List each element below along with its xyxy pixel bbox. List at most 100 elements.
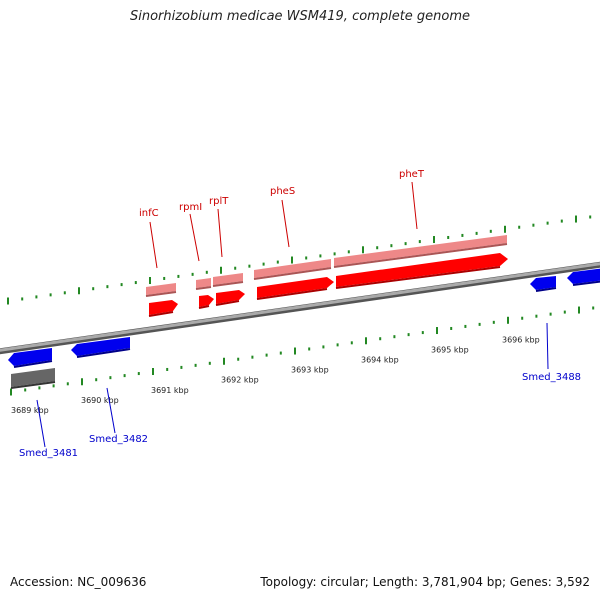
reverse-tick [436,327,438,335]
forward-tick [205,270,208,274]
forward-tick [447,235,450,239]
reverse-tick [492,320,495,324]
tick-label: 3695 kbp [431,345,469,354]
forward-tick [120,283,123,287]
forward-tick [433,236,435,244]
reverse-tick [24,388,27,392]
forward-tick [418,240,421,244]
forward-tick [532,223,535,227]
gene-bar-pheT[interactable] [334,235,507,266]
reverse-tick [322,345,325,349]
forward-tick [475,231,478,235]
genome-axis [0,261,600,355]
forward-tick [7,297,9,305]
forward-tick [362,246,364,254]
forward-tick [262,262,265,266]
forward-tick [63,291,66,295]
cds-arrow-next[interactable] [567,268,600,284]
reverse-tick [393,335,396,339]
gene-bar-rpmI[interactable] [196,278,211,288]
gene-label-pheT[interactable]: pheT [399,169,425,180]
forward-tick [248,264,251,268]
reverse-tick [365,337,367,345]
forward-tick [163,276,166,280]
forward-tick [78,287,80,295]
cds-arrow-Smed_3482[interactable] [71,337,130,356]
forward-tick [276,260,279,264]
forward-cds-track [148,253,508,317]
tick-label: 3694 kbp [361,356,399,365]
cds-arrow-pheT[interactable] [336,253,508,287]
forward-tick [390,244,393,248]
reverse-tick [109,376,112,380]
reverse-tick [350,341,353,345]
reverse-tick [66,382,69,386]
cds-arrow-Smed_3481[interactable] [8,348,52,366]
gene-label-Smed_3481[interactable]: Smed_3481 [19,448,78,459]
forward-tick [177,274,180,278]
forward-tick [149,277,151,285]
forward-tick [305,256,308,260]
tick-label: 3690 kbp [81,396,119,405]
forward-tick-row [7,215,592,305]
gene-label-infC[interactable]: infC [139,208,159,219]
reverse-tick [279,351,282,355]
forward-tick [575,215,577,223]
gene-label-rpmI[interactable]: rpmI [179,202,202,213]
cds-arrow-rpmI[interactable] [199,295,214,307]
reverse-tick [592,306,595,310]
gene-label-rplT[interactable]: rplT [209,196,229,207]
reverse-tick [166,367,169,371]
forward-tick [376,246,379,250]
forward-tick [319,254,322,258]
reverse-tick [308,347,311,351]
forward-tick [291,256,293,264]
forward-tick [234,266,237,270]
reverse-tick [223,357,225,365]
cds-arrow-Smed_3488[interactable] [530,276,556,290]
leader-line [106,387,116,434]
reverse-tick [379,337,382,341]
reverse-tick [152,368,154,376]
reverse-tick [421,331,424,335]
cds-arrow-pheS[interactable] [257,277,334,298]
tick-label: 3696 kbp [502,335,540,344]
leader-line [36,399,46,448]
gene-label-Smed_3482[interactable]: Smed_3482 [89,434,148,445]
tick-label: 3692 kbp [221,376,259,385]
reverse-tick [52,384,55,388]
tick-label-group: 3689 kbp 3690 kbp 3691 kbp 3692 kbp 3693 kbp… [11,335,540,415]
forward-tick [404,242,407,246]
leader-line [281,199,290,248]
gene-bar-pheS[interactable] [254,259,331,278]
gene-label-group: infC rpmI rplT pheS pheT Smed_3481 Smed_3482 Sm… [19,169,581,459]
reverse-tick [251,355,254,359]
reverse-gene-track [10,368,56,389]
reverse-tick [336,343,339,347]
reverse-tick [194,363,197,367]
reverse-tick [478,322,481,326]
reverse-tick-row [10,306,595,396]
reverse-tick [563,310,566,314]
forward-tick [504,225,506,233]
cds-arrow-rplT[interactable] [216,290,245,304]
reverse-tick [38,386,41,390]
forward-tick [589,215,592,219]
genome-title: Sinorhizobium medicae WSM419, complete g… [129,9,471,24]
reverse-tick [549,312,552,316]
reverse-tick [407,333,410,337]
reverse-tick [81,378,83,386]
reverse-tick [521,316,524,320]
gene-label-pheS[interactable]: pheS [270,186,295,197]
gene-label-Smed_3488[interactable]: Smed_3488 [522,372,581,383]
forward-tick [49,293,52,297]
reverse-cds-track [8,268,600,368]
forward-tick [461,233,464,237]
reverse-tick [450,326,453,330]
cds-arrow-infC[interactable] [149,300,178,315]
reverse-tick [208,361,211,365]
gene-bar-Smed_3481[interactable] [11,368,55,387]
tick-label: 3689 kbp [11,406,49,415]
leader-line [189,213,200,262]
